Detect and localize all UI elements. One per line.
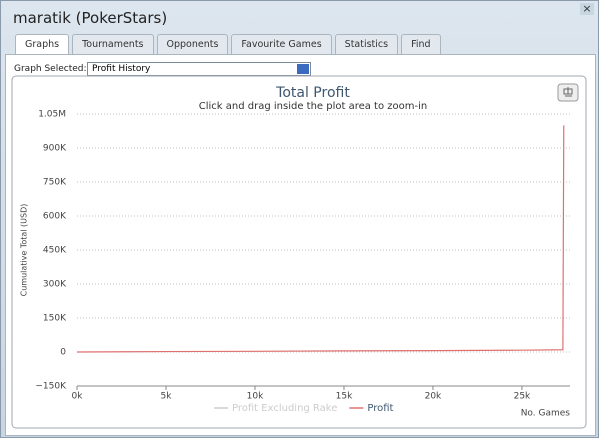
dropdown-arrow[interactable] xyxy=(297,64,309,74)
tab-bar: Graphs Tournaments Opponents Favourite Game… xyxy=(15,34,441,54)
graph-select-label: Graph Selected: xyxy=(14,64,87,74)
tab[interactable]: Opponents xyxy=(156,34,229,54)
x-tick-label: 20k xyxy=(425,392,442,402)
tab[interactable]: Graphs xyxy=(15,34,70,54)
dropdown-value: Profit History xyxy=(92,64,151,74)
chart-frame xyxy=(11,75,587,429)
close-button[interactable]: × xyxy=(580,3,594,15)
tab[interactable]: Tournaments xyxy=(72,34,154,54)
tab[interactable]: Find xyxy=(401,34,441,54)
x-axis-label: No. Games xyxy=(521,409,571,419)
y-tick-label: 450K xyxy=(43,246,67,256)
download-button[interactable] xyxy=(557,83,579,102)
y-tick-label: 1.05M xyxy=(38,110,66,120)
y-tick-label: 150K xyxy=(43,314,67,324)
y-tick-label: 300K xyxy=(43,280,67,290)
x-tick-label: 5k xyxy=(161,392,173,402)
y-tick-label: 600K xyxy=(43,212,67,222)
x-tick-label: 10k xyxy=(247,392,264,402)
tab[interactable]: Statistics xyxy=(334,34,399,54)
chart-subtitle: Click and drag inside the plot area to z… xyxy=(199,101,427,112)
x-tick-label: 0k xyxy=(72,392,84,402)
y-tick-label: 0 xyxy=(60,348,66,358)
line-series xyxy=(76,125,565,353)
x-tick-label: 25k xyxy=(514,392,531,402)
y-tick-label: 900K xyxy=(43,144,67,154)
y-tick-label: 750K xyxy=(43,178,67,188)
legend-label[interactable]: Profit Excluding Rake xyxy=(232,403,337,414)
tab[interactable]: Favourite Games xyxy=(231,34,332,54)
y-axis-label: Cumulative Total (USD) xyxy=(20,204,29,297)
chart-title: Total Profit xyxy=(275,85,350,101)
legend-label[interactable]: Profit xyxy=(367,403,393,414)
window-title: maratik (PokerStars) xyxy=(13,9,168,27)
y-tick-label: −150K xyxy=(35,382,67,392)
x-tick-label: 15k xyxy=(336,392,353,402)
